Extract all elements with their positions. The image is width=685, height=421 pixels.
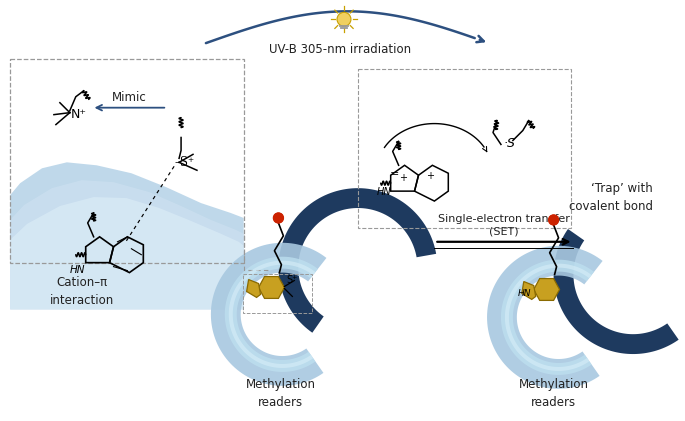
Text: Mimic: Mimic xyxy=(112,91,147,104)
Polygon shape xyxy=(10,163,244,309)
Polygon shape xyxy=(258,277,284,298)
Text: –S⁺: –S⁺ xyxy=(174,156,195,169)
Polygon shape xyxy=(211,243,327,386)
Polygon shape xyxy=(505,264,592,371)
Circle shape xyxy=(549,215,558,225)
Polygon shape xyxy=(10,180,244,309)
Polygon shape xyxy=(278,188,436,333)
Circle shape xyxy=(337,12,351,26)
Text: +: + xyxy=(427,171,434,181)
Text: Single-electron transfer
(SET): Single-electron transfer (SET) xyxy=(438,213,570,237)
Polygon shape xyxy=(225,257,318,372)
Polygon shape xyxy=(553,229,679,354)
Text: +: + xyxy=(399,173,407,183)
Text: HN: HN xyxy=(70,264,86,274)
Text: HN: HN xyxy=(518,289,532,298)
Circle shape xyxy=(273,213,284,223)
Text: N⁺: N⁺ xyxy=(71,108,87,121)
Text: Cation–π
interaction: Cation–π interaction xyxy=(49,276,114,307)
Text: Methylation
readers: Methylation readers xyxy=(245,378,315,409)
Text: HN: HN xyxy=(377,187,391,197)
Text: ‘Trap’ with
covalent bond: ‘Trap’ with covalent bond xyxy=(569,182,653,213)
Polygon shape xyxy=(229,261,315,368)
Text: UV-B 305-nm irradiation: UV-B 305-nm irradiation xyxy=(269,43,411,56)
Polygon shape xyxy=(534,279,560,301)
Text: =: = xyxy=(390,169,399,179)
Text: ·S: ·S xyxy=(504,137,516,150)
Polygon shape xyxy=(522,282,536,299)
Text: S⁺: S⁺ xyxy=(286,274,298,285)
Polygon shape xyxy=(487,246,603,389)
Polygon shape xyxy=(247,280,260,297)
Polygon shape xyxy=(10,197,244,309)
Text: Methylation
readers: Methylation readers xyxy=(519,378,588,409)
Polygon shape xyxy=(501,260,594,375)
